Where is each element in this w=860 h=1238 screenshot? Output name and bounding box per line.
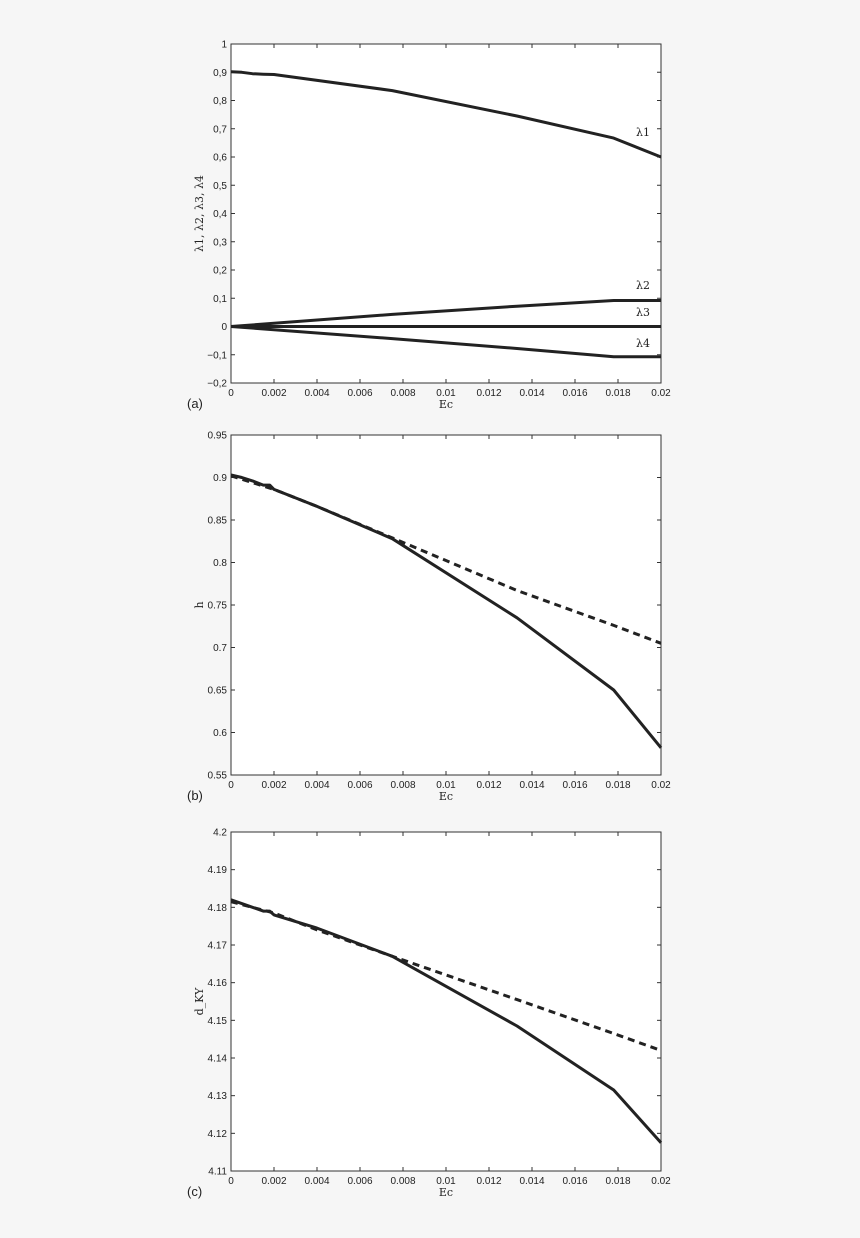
x-tick-label: 0.02: [651, 780, 671, 791]
y-tick-label: 4.14: [208, 1054, 228, 1065]
y-axis-label: λ1, λ2, λ3, λ4: [193, 175, 206, 252]
x-tick-label: 0: [228, 388, 234, 399]
y-tick-label: 1: [221, 40, 227, 51]
y-tick-label: 0.75: [208, 601, 228, 612]
x-tick-label: 0.002: [261, 388, 286, 399]
x-tick-label: 0.008: [390, 780, 415, 791]
chart-panel-2: 0 0.002 0.004 0.006 0.008 0.01 0.012 0.014 0.016…: [187, 431, 671, 804]
x-tick-label: 0.016: [562, 388, 587, 399]
x-axis-label: Ec: [439, 790, 453, 803]
x-tick-label: 0.02: [651, 1176, 671, 1187]
y-tick-label: 0.65: [208, 686, 228, 697]
x-tick-label: 0: [228, 780, 234, 791]
y-tick-label: −0,1: [207, 350, 227, 361]
x-tick-label: 0.016: [562, 780, 587, 791]
y-tick-label: 0.7: [213, 643, 227, 654]
chart-panel-3: 0 0.002 0.004 0.006 0.008 0.01 0.012 0.014 0.016…: [187, 828, 671, 1200]
y-tick-label: 4.16: [208, 978, 228, 989]
y-tick-label: 0,5: [213, 181, 227, 192]
series-line-2: [230, 900, 662, 1052]
x-axis-label: Ec: [439, 1186, 453, 1199]
y-tick-label: 0,9: [213, 68, 227, 79]
plot-frame: [230, 434, 662, 776]
y-tick-label: 4.13: [208, 1091, 228, 1102]
x-tick-label: 0.018: [605, 388, 630, 399]
x-tick-label: 0.004: [304, 1176, 329, 1187]
x-axis-label: Ec: [439, 398, 453, 411]
chart-panel-1: 0 0.002 0.004 0.006 0.008 0.01 0.012 0.014 0.016…: [187, 40, 671, 412]
series-line-2: [230, 299, 661, 328]
y-tick-label: 0.8: [213, 558, 227, 569]
series-label: λ1: [636, 126, 650, 139]
series-line-4: [230, 325, 661, 359]
y-tick-label: 0,1: [213, 294, 227, 305]
y-tick-label: 4.17: [208, 941, 228, 952]
x-tick-label: 0.012: [476, 1176, 501, 1187]
x-tick-label: 0.018: [605, 1176, 630, 1187]
y-tick-label: 0.55: [208, 771, 228, 782]
y-axis-label: h: [193, 601, 206, 608]
x-tick-label: 0: [228, 1176, 234, 1187]
series-label: λ2: [636, 279, 650, 292]
series-line-1: [230, 473, 663, 749]
x-tick-label: 0.002: [261, 1176, 286, 1187]
x-tick-label: 0.016: [562, 1176, 587, 1187]
plot-frame: [230, 831, 662, 1172]
series-label: λ3: [636, 306, 650, 319]
x-tick-label: 0.01: [436, 780, 456, 791]
panel-label: (a): [187, 396, 203, 411]
y-tick-label: 0,6: [213, 153, 227, 164]
y-tick-label: 0.9: [213, 473, 227, 484]
y-axis-label: d_KY: [193, 987, 206, 1015]
x-tick-label: 0.018: [605, 780, 630, 791]
panel-label: (b): [187, 788, 203, 803]
y-tick-label: 4.11: [208, 1167, 227, 1178]
series-line-2: [230, 474, 662, 645]
x-tick-label: 0.002: [261, 780, 286, 791]
y-tick-label: 0: [221, 322, 227, 333]
series-line-1: [230, 70, 662, 159]
y-tick-label: 0.95: [208, 431, 228, 442]
y-tick-label: 4.18: [208, 903, 228, 914]
y-tick-label: 4.2: [213, 828, 227, 839]
y-tick-label: 4.15: [208, 1016, 228, 1027]
y-tick-label: 0,4: [213, 209, 227, 220]
y-tick-label: 0.85: [208, 516, 228, 527]
x-tick-label: 0.012: [476, 388, 501, 399]
x-tick-label: 0.004: [304, 388, 329, 399]
y-tick-label: −0,2: [207, 379, 227, 390]
x-tick-label: 0.006: [347, 780, 372, 791]
x-tick-label: 0.01: [436, 1176, 456, 1187]
y-tick-label: 0.6: [213, 728, 227, 739]
x-tick-label: 0.006: [347, 388, 372, 399]
x-tick-label: 0.004: [304, 780, 329, 791]
panel-label: (c): [187, 1184, 202, 1199]
y-tick-label: 0,2: [213, 266, 227, 277]
y-tick-label: 4.12: [208, 1129, 228, 1140]
y-tick-label: 4.19: [208, 865, 228, 876]
y-tick-label: 0,8: [213, 96, 227, 107]
x-tick-label: 0.012: [476, 780, 501, 791]
series-label: λ4: [636, 337, 650, 350]
y-tick-label: 0,3: [213, 237, 227, 248]
x-tick-label: 0.014: [519, 780, 544, 791]
x-tick-label: 0.008: [390, 388, 415, 399]
x-tick-label: 0.02: [651, 388, 671, 399]
x-tick-label: 0.014: [519, 1176, 544, 1187]
x-tick-label: 0.014: [519, 388, 544, 399]
y-tick-label: 0,7: [213, 124, 227, 135]
x-tick-label: 0.008: [390, 1176, 415, 1187]
x-tick-label: 0.01: [436, 388, 456, 399]
x-tick-label: 0.006: [347, 1176, 372, 1187]
